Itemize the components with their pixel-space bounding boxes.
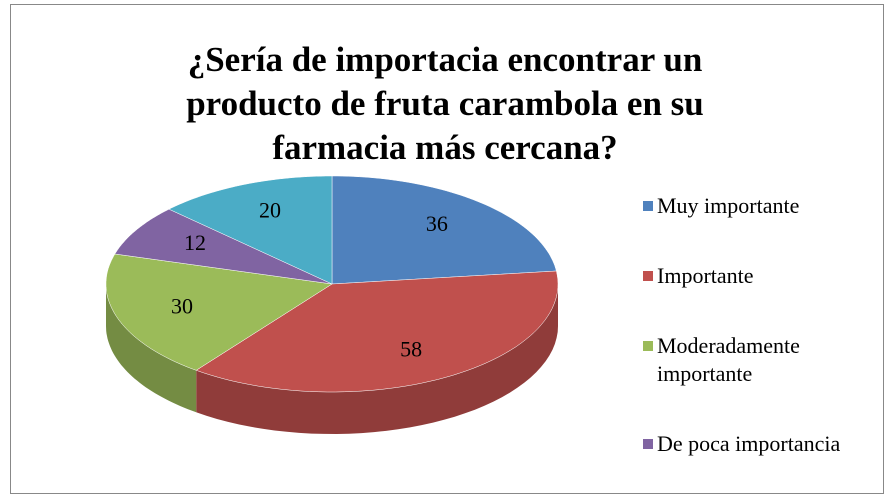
legend-item: Moderadamente importante	[643, 332, 883, 388]
pie-slice	[114, 208, 333, 285]
legend: Muy importante Importante Moderadamente im…	[643, 192, 883, 500]
pie-slice	[331, 175, 557, 285]
data-label: 36	[426, 211, 448, 236]
data-label: 30	[171, 294, 193, 319]
pie-slice-side	[106, 284, 197, 413]
chart: 36 58 30 12 20 ¿Sería de importacia encontra…	[10, 4, 884, 494]
pie-slice-side	[196, 284, 558, 434]
legend-label: Moderadamente importante	[657, 333, 800, 386]
legend-swatch	[643, 201, 653, 211]
data-label: 12	[184, 230, 206, 255]
pie-slice	[168, 175, 333, 285]
legend-item: Muy importante	[643, 192, 883, 220]
pie-area: 36 58 30 12 20	[105, 175, 559, 434]
chart-title: ¿Sería de importacia encontrar un produc…	[186, 40, 704, 167]
pie-slice	[105, 253, 333, 371]
legend-item: Importante	[643, 262, 883, 290]
legend-swatch	[643, 271, 653, 281]
pie-slice	[195, 270, 559, 393]
legend-item: De poca importancia	[643, 430, 883, 458]
data-label: 20	[259, 198, 281, 223]
legend-label: De poca importancia	[657, 431, 841, 456]
data-label: 58	[400, 336, 422, 361]
legend-swatch	[643, 341, 653, 351]
legend-label: Importante	[657, 263, 754, 288]
legend-swatch	[643, 439, 653, 449]
legend-label: Muy importante	[657, 193, 800, 218]
